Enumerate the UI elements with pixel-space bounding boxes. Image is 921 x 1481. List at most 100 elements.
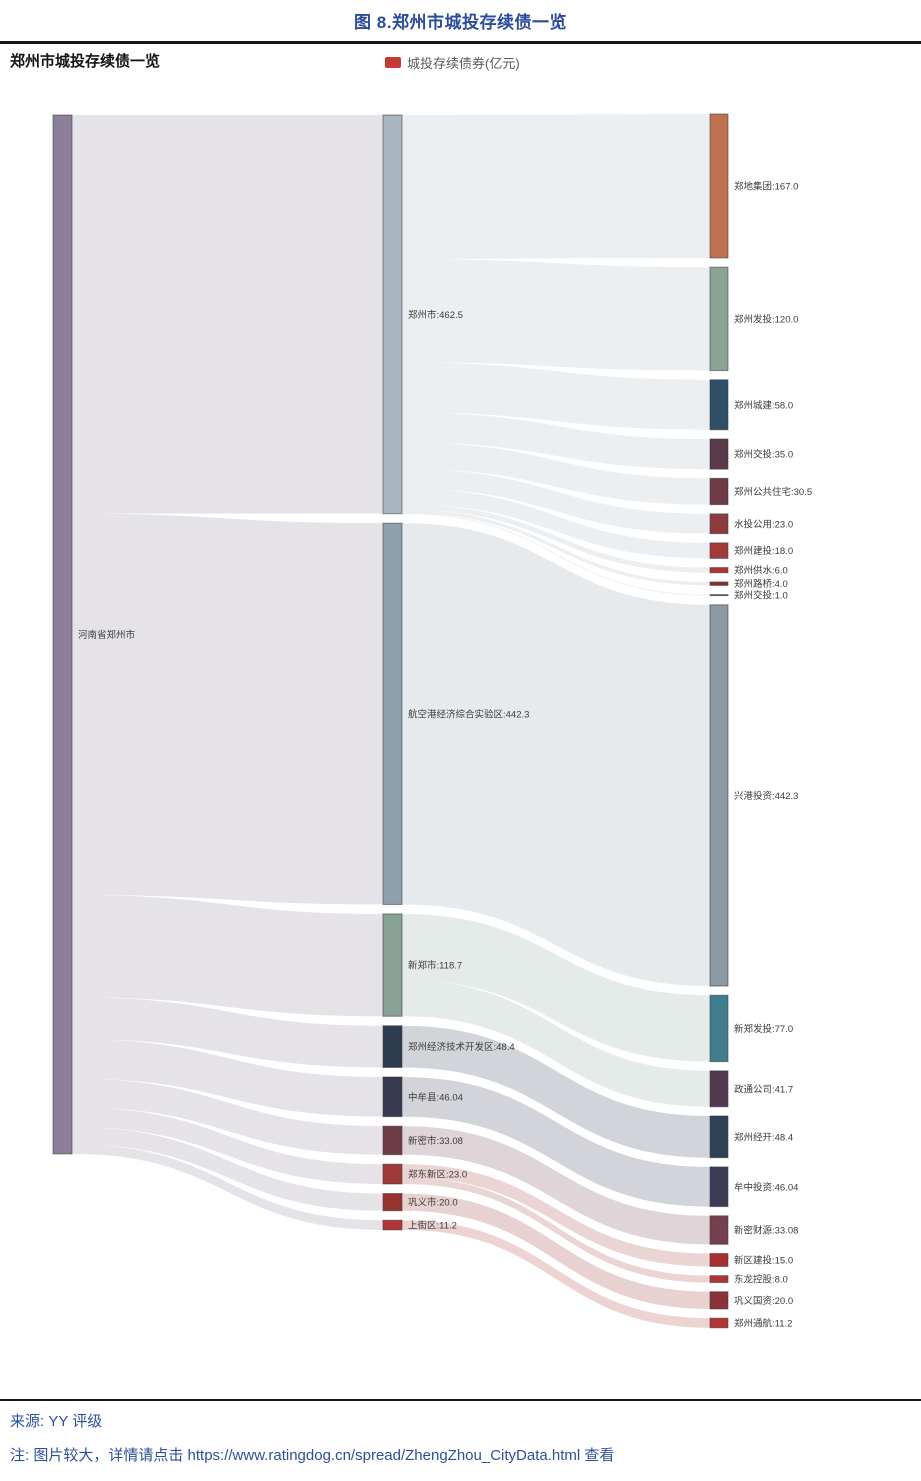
node-label-zhengdong-xinqu: 郑东新区:23.0	[408, 1169, 467, 1181]
node-label-xinmi-caiyuan: 新密财源:33.08	[734, 1225, 798, 1237]
node-label-xinmi-shi: 新密市:33.08	[408, 1135, 463, 1147]
node-label-zhengzhou-gongshui: 郑州供水:6.0	[734, 565, 788, 577]
sankey-link-jingkaiqu-to-zhengzhou-jingkai	[402, 1025, 710, 1158]
node-label-xinqu-jiantou: 新区建投:15.0	[734, 1254, 793, 1266]
sankey-node-xinggang-touzi	[709, 604, 729, 987]
node-label-zhengzhou-shi: 郑州市:462.5	[408, 309, 463, 321]
legend-swatch	[385, 57, 401, 68]
sankey-node-donglong-konggu	[709, 1275, 729, 1284]
node-label-zhengzhou-chengjian: 郑州城建:58.0	[734, 399, 793, 411]
sankey-link-zhengzhou-shi-to-zhengzhou-gongshui	[402, 504, 710, 573]
sankey-link-zhengzhou-shi-to-zhengzhou-luqiao	[402, 509, 710, 586]
sankey-node-zhengzhou-gongshui	[709, 567, 729, 574]
node-label-zhengzhou-jiaotou-35: 郑州交投:35.0	[734, 449, 793, 461]
sankey-node-zhengzhou-luqiao	[709, 581, 729, 586]
sankey-link-zhengzhou-shi-to-zhengzhou-fatou	[402, 258, 710, 371]
note-suffix: 查看	[580, 1447, 615, 1464]
sankey-link-zhengdong-xinqu-to-xinqu-jiantou	[402, 1164, 710, 1267]
sankey-node-shuitou-gongyong	[709, 513, 729, 535]
node-label-zhengzhou-tonghang: 郑州通航:11.2	[734, 1318, 792, 1330]
node-label-gongyi-shi: 巩义市:20.0	[408, 1197, 458, 1209]
node-label-jingkaiqu: 郑州经济技术开发区:48.4	[408, 1041, 515, 1053]
sankey-node-jingkaiqu	[382, 1025, 403, 1068]
sankey-node-xinzheng-shi	[382, 913, 403, 1017]
sankey-node-gongyi-shi	[382, 1193, 403, 1212]
node-label-zhengzhou-jiaotou-1: 郑州交投:1.0	[734, 590, 788, 602]
sankey-node-zhongmou-xian	[382, 1076, 403, 1118]
sankey-node-henan-zhengzhou	[52, 114, 73, 1155]
node-label-shuitou-gongyong: 水投公用:23.0	[734, 518, 793, 530]
sankey-link-zhengzhou-shi-to-shuitou-gongyong	[402, 468, 710, 534]
sankey-link-henan-zhengzhou-to-xinmi-shi	[72, 1078, 383, 1155]
sankey-node-zhengzhou-gonggongzhuzhai	[709, 477, 729, 506]
sankey-link-xinzheng-shi-to-xinzheng-fatou	[402, 913, 710, 1062]
figure-title: 图 8.郑州市城投存续债一览	[354, 13, 567, 32]
sankey-node-mouzhong-touzi	[709, 1166, 729, 1208]
node-label-zhengzhou-gonggongzhuzhai: 郑州公共住宅:30.5	[734, 486, 812, 498]
node-label-shangjie-qu: 上街区:11.2	[408, 1220, 457, 1232]
sankey-link-henan-zhengzhou-to-shangjie-qu	[72, 1144, 383, 1230]
node-label-hangkonggang: 航空港经济综合实验区:442.3	[408, 708, 529, 720]
sankey-link-xinmi-shi-to-xinmi-caiyuan	[402, 1126, 710, 1245]
bottom-divider	[0, 1399, 921, 1401]
legend-label: 城投存续债券(亿元)	[407, 56, 520, 71]
sankey-node-xinmi-shi	[382, 1125, 403, 1156]
node-label-donglong-konggu: 东龙控股:8.0	[734, 1274, 788, 1286]
sankey-node-hangkonggang	[382, 522, 403, 905]
note-text: 注: 图片较大，详情请点击 https://www.ratingdog.cn/s…	[10, 1444, 614, 1465]
sankey-link-henan-zhengzhou-to-zhengdong-xinqu	[72, 1107, 383, 1185]
node-label-gongyi-guozi: 巩义国资:20.0	[734, 1296, 793, 1307]
sankey-link-xinzheng-shi-to-zhengtong-gongsi	[402, 980, 710, 1107]
node-label-xinzheng-shi: 新郑市:118.7	[408, 960, 462, 972]
sankey-link-zhengdong-xinqu-to-donglong-konggu	[402, 1177, 710, 1283]
sankey-node-zhengdong-xinqu	[382, 1163, 403, 1185]
sankey-link-henan-zhengzhou-to-xinzheng-shi	[72, 894, 383, 1017]
sankey-link-zhengzhou-shi-to-zhengzhou-jiantou	[402, 488, 710, 559]
sankey-node-shangjie-qu	[382, 1219, 403, 1231]
sankey-node-zhengdi-jituan	[709, 113, 729, 259]
sankey-link-zhongmou-xian-to-mouzhong-touzi	[402, 1076, 710, 1207]
sankey-node-zhengzhou-jiantou	[709, 542, 729, 559]
sankey-link-zhengzhou-shi-to-zhengdi-jituan	[402, 114, 710, 259]
sankey-node-zhengzhou-shi	[382, 114, 403, 515]
sankey-node-zhengzhou-jiaotou-35	[709, 438, 729, 470]
sankey-link-henan-zhengzhou-to-hangkonggang	[72, 513, 383, 905]
sankey-node-zhengzhou-tonghang	[709, 1317, 729, 1329]
sankey-link-gongyi-shi-to-gongyi-guozi	[402, 1193, 710, 1309]
note-prefix: 注: 图片较大，详情请点击	[10, 1447, 188, 1464]
sankey-link-henan-zhengzhou-to-jingkaiqu	[72, 997, 383, 1068]
node-label-xinzheng-fatou: 新郑发投:77.0	[734, 1023, 793, 1035]
note-url-link[interactable]: https://www.ratingdog.cn/spread/ZhengZho…	[187, 1447, 581, 1464]
sankey-link-zhengzhou-shi-to-zhengzhou-gonggongzhuzhai	[402, 442, 710, 505]
node-label-zhengzhou-jingkai: 郑州经开:48.4	[734, 1131, 793, 1143]
node-label-zhengzhou-fatou: 郑州发投:120.0	[734, 313, 798, 325]
sankey-link-shangjie-qu-to-zhengzhou-tonghang	[402, 1220, 710, 1328]
node-label-zhongmou-xian: 中牟县:46.04	[408, 1091, 463, 1103]
node-label-zhengzhou-luqiao: 郑州路桥:4.0	[734, 578, 788, 590]
sankey-node-xinmi-caiyuan	[709, 1215, 729, 1245]
sankey-link-zhengzhou-shi-to-zhengzhou-jiaotou-1	[402, 512, 710, 596]
node-label-henan-zhengzhou: 河南省郑州市	[78, 629, 136, 641]
sankey-node-zhengzhou-chengjian	[709, 379, 729, 431]
sankey-node-gongyi-guozi	[709, 1291, 729, 1310]
node-label-zhengtong-gongsi: 政通公司:41.7	[734, 1083, 793, 1095]
sankey-node-xinzheng-fatou	[709, 994, 729, 1063]
top-divider	[0, 41, 921, 44]
node-label-xinggang-touzi: 兴港投资:442.3	[734, 790, 798, 802]
sankey-link-zhengzhou-shi-to-zhengzhou-chengjian	[402, 362, 710, 430]
sankey-node-zhengtong-gongsi	[709, 1070, 729, 1108]
sankey-link-henan-zhengzhou-to-zhongmou-xian	[72, 1038, 383, 1117]
sankey-node-zhengzhou-jingkai	[709, 1115, 729, 1159]
source-text: 来源: YY 评级	[10, 1413, 103, 1430]
legend: 城投存续债券(亿元)	[385, 53, 520, 72]
node-label-zhengzhou-jiantou: 郑州建投:18.0	[734, 545, 793, 557]
sankey-link-hangkonggang-to-xinggang-touzi	[402, 523, 710, 987]
node-label-mouzhong-touzi: 牟中投资:46.04	[734, 1181, 798, 1193]
sankey-node-xinqu-jiantou	[709, 1253, 729, 1267]
chart-title: 郑州市城投存续债一览	[10, 53, 161, 70]
sankey-link-zhengzhou-shi-to-zhengzhou-jiaotou-35	[402, 412, 710, 470]
sankey-node-zhengzhou-jiaotou-1	[709, 594, 729, 597]
node-label-zhengdi-jituan: 郑地集团:167.0	[734, 180, 798, 192]
